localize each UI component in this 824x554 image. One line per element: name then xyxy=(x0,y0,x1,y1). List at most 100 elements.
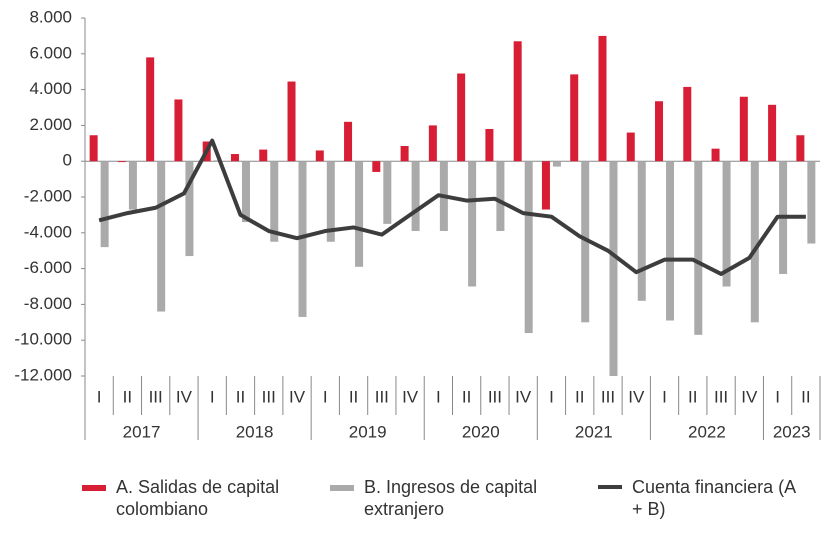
legend-swatch xyxy=(598,485,622,489)
legend-swatch xyxy=(330,485,354,491)
year-label: 2019 xyxy=(349,422,387,441)
bar xyxy=(626,132,635,162)
x-tick-label: III xyxy=(262,387,276,406)
bar xyxy=(400,145,409,162)
x-tick-label: IV xyxy=(402,387,419,406)
legend-label: B. Ingresos de capital extranjero xyxy=(364,477,538,519)
year-label: 2022 xyxy=(688,422,726,441)
x-tick-label: I xyxy=(436,387,441,406)
x-tick-label: II xyxy=(688,387,697,406)
x-tick-label: III xyxy=(488,387,502,406)
bar xyxy=(739,96,748,162)
legend-label: Cuenta financiera (A + B) xyxy=(632,477,796,519)
year-label: 2023 xyxy=(773,422,811,441)
line xyxy=(98,138,806,276)
y-tick-label: 4.000 xyxy=(29,79,72,98)
x-tick-label: I xyxy=(97,387,102,406)
x-tick-label: IV xyxy=(741,387,758,406)
bar xyxy=(428,125,437,162)
bar xyxy=(581,161,590,323)
x-tick-label: II xyxy=(349,387,358,406)
bar xyxy=(326,161,335,242)
year-label: 2018 xyxy=(236,422,274,441)
bar xyxy=(457,73,466,162)
x-tick-label: IV xyxy=(176,387,193,406)
y-tick-label: -2.000 xyxy=(24,186,72,205)
bar xyxy=(270,161,279,242)
bar xyxy=(287,81,296,162)
x-tick-label: II xyxy=(236,387,245,406)
bar xyxy=(89,135,98,162)
year-label: 2020 xyxy=(462,422,500,441)
x-tick-label: II xyxy=(123,387,132,406)
x-tick-label: I xyxy=(549,387,554,406)
bar xyxy=(552,161,561,167)
bar xyxy=(146,57,155,162)
bar xyxy=(598,35,607,162)
bar xyxy=(259,149,268,162)
bar xyxy=(117,161,126,163)
x-tick-label: III xyxy=(714,387,728,406)
bar xyxy=(711,148,720,162)
y-tick-label: -10.000 xyxy=(14,330,72,349)
y-tick-label: 6.000 xyxy=(29,43,72,62)
bar xyxy=(666,161,675,321)
year-label: 2017 xyxy=(123,422,161,441)
x-tick-label: II xyxy=(801,387,810,406)
chart: -12.000 -10.000 -8.000 -6.000 -4.000 -2.000 0 2… xyxy=(14,7,821,441)
bar xyxy=(683,86,692,162)
bar xyxy=(485,128,494,162)
y-tick-label: -6.000 xyxy=(24,258,72,277)
x-tick-label: I xyxy=(210,387,215,406)
bar xyxy=(655,101,664,162)
legend-item: A. Salidas de capital colombiano xyxy=(82,476,312,520)
bar xyxy=(230,154,239,162)
bar xyxy=(796,135,805,162)
y-tick-label: 2.000 xyxy=(29,115,72,134)
bar xyxy=(768,104,777,162)
x-tick-label: IV xyxy=(289,387,306,406)
legend-item: B. Ingresos de capital extranjero xyxy=(330,476,580,520)
y-tick-label: -12.000 xyxy=(14,365,72,384)
bar xyxy=(128,161,137,210)
bar xyxy=(411,161,420,232)
x-tick-label: II xyxy=(575,387,584,406)
bar xyxy=(355,161,364,267)
bar xyxy=(468,161,477,287)
legend: A. Salidas de capital colombiano B. Ingre… xyxy=(82,476,822,520)
x-tick-label: IV xyxy=(515,387,532,406)
x-tick-label: I xyxy=(323,387,328,406)
legend-swatch xyxy=(82,485,106,491)
x-tick-label: III xyxy=(601,387,615,406)
y-tick-label: 0 xyxy=(63,151,72,170)
bar xyxy=(570,74,579,162)
bar xyxy=(496,161,505,232)
y-tick-label: -8.000 xyxy=(24,294,72,313)
bar xyxy=(383,161,392,224)
bar xyxy=(344,121,353,162)
legend-item: Cuenta financiera (A + B) xyxy=(598,476,798,520)
x-tick-label: I xyxy=(662,387,667,406)
bar xyxy=(157,161,166,312)
bar xyxy=(722,161,731,287)
legend-label: A. Salidas de capital colombiano xyxy=(116,477,280,519)
bar xyxy=(513,41,522,162)
bar xyxy=(694,161,703,335)
bar xyxy=(315,150,324,162)
bar xyxy=(241,161,250,223)
bar xyxy=(185,161,194,257)
bar xyxy=(637,161,646,301)
y-tick-label: 8.000 xyxy=(29,7,72,26)
bar xyxy=(298,161,307,317)
x-tick-label: I xyxy=(775,387,780,406)
bar xyxy=(609,161,618,376)
bar xyxy=(807,161,816,244)
bar xyxy=(174,99,183,162)
x-tick-label: III xyxy=(149,387,163,406)
year-label: 2021 xyxy=(575,422,613,441)
x-tick-label: IV xyxy=(628,387,645,406)
bar xyxy=(372,161,381,172)
x-tick-label: III xyxy=(375,387,389,406)
bar xyxy=(100,161,109,248)
